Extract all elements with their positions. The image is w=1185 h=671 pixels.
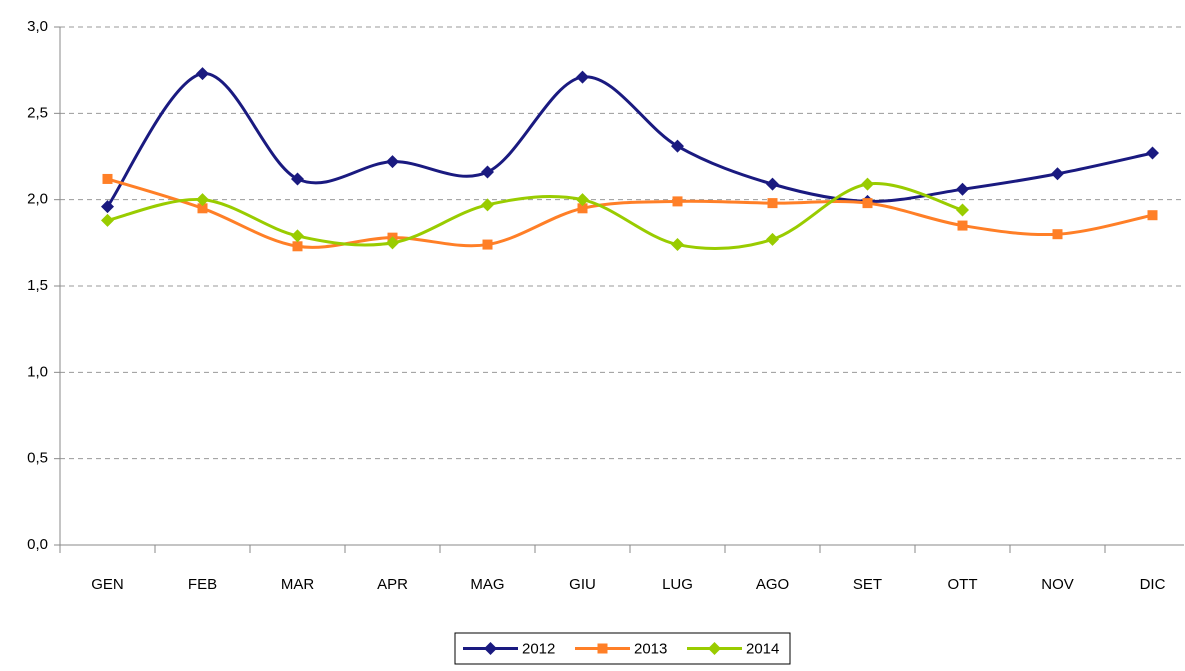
data-point xyxy=(577,203,588,214)
x-tick-label: APR xyxy=(377,576,408,593)
x-tick-label: DIC xyxy=(1140,576,1166,593)
data-point xyxy=(1146,146,1159,160)
x-tick-label: AGO xyxy=(756,576,789,593)
data-point xyxy=(292,241,303,252)
data-point xyxy=(957,220,968,231)
y-tick-label: 1,5 xyxy=(27,277,48,294)
data-point xyxy=(102,173,113,184)
data-point xyxy=(1052,229,1063,240)
data-point xyxy=(482,239,493,250)
x-tick-label: MAR xyxy=(281,576,315,593)
series-line xyxy=(106,72,1153,208)
data-point xyxy=(1051,167,1064,181)
series-line xyxy=(107,182,963,250)
data-point xyxy=(101,213,114,227)
x-tick-label: NOV xyxy=(1041,576,1074,593)
data-point xyxy=(956,182,969,196)
y-tick-label: 3,0 xyxy=(27,18,48,35)
data-point xyxy=(672,196,683,207)
legend-marker xyxy=(597,643,608,654)
data-point xyxy=(197,203,208,214)
y-tick-label: 0,5 xyxy=(27,450,48,467)
data-point xyxy=(671,238,684,252)
y-tick-label: 1,0 xyxy=(27,363,48,380)
data-point xyxy=(291,229,304,243)
legend-label: 2014 xyxy=(746,640,779,657)
data-point xyxy=(767,198,778,209)
legend-label: 2013 xyxy=(634,640,667,657)
series-line xyxy=(107,177,1153,249)
legend-marker xyxy=(484,642,497,655)
x-tick-label: SET xyxy=(853,576,882,593)
data-point xyxy=(481,198,494,212)
x-tick-label: FEB xyxy=(188,576,217,593)
data-point xyxy=(291,172,304,186)
data-point xyxy=(956,203,969,217)
data-point xyxy=(196,67,209,81)
data-point xyxy=(386,155,399,169)
x-tick-label: GIU xyxy=(569,576,596,593)
y-tick-label: 2,5 xyxy=(27,104,48,121)
data-point xyxy=(576,193,589,207)
data-point xyxy=(101,200,114,214)
y-tick-label: 0,0 xyxy=(27,536,48,553)
x-tick-label: OTT xyxy=(948,576,978,593)
data-point xyxy=(481,165,494,179)
x-tick-label: LUG xyxy=(662,576,693,593)
legend-marker xyxy=(708,642,721,655)
y-tick-label: 2,0 xyxy=(27,191,48,208)
data-point xyxy=(861,177,874,191)
x-tick-label: MAG xyxy=(470,576,504,593)
data-point xyxy=(766,232,779,246)
legend-label: 2012 xyxy=(522,640,555,657)
data-point xyxy=(862,198,873,209)
data-point xyxy=(766,177,779,191)
data-point xyxy=(196,193,209,207)
data-point xyxy=(1147,210,1158,221)
data-point xyxy=(671,139,684,153)
x-tick-label: GEN xyxy=(91,576,124,593)
data-point xyxy=(576,70,589,84)
data-point xyxy=(386,236,399,250)
